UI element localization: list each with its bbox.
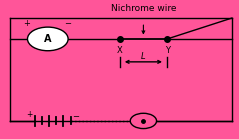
Text: Y: Y xyxy=(165,46,170,55)
Text: A: A xyxy=(44,34,52,44)
Text: L: L xyxy=(141,52,146,61)
Text: −: − xyxy=(65,19,72,28)
Text: +: + xyxy=(26,110,32,119)
Text: −: − xyxy=(72,112,79,121)
Text: Nichrome wire: Nichrome wire xyxy=(111,4,176,13)
Text: X: X xyxy=(117,46,122,55)
Circle shape xyxy=(130,113,157,129)
Text: +: + xyxy=(23,19,30,28)
Circle shape xyxy=(27,27,68,51)
